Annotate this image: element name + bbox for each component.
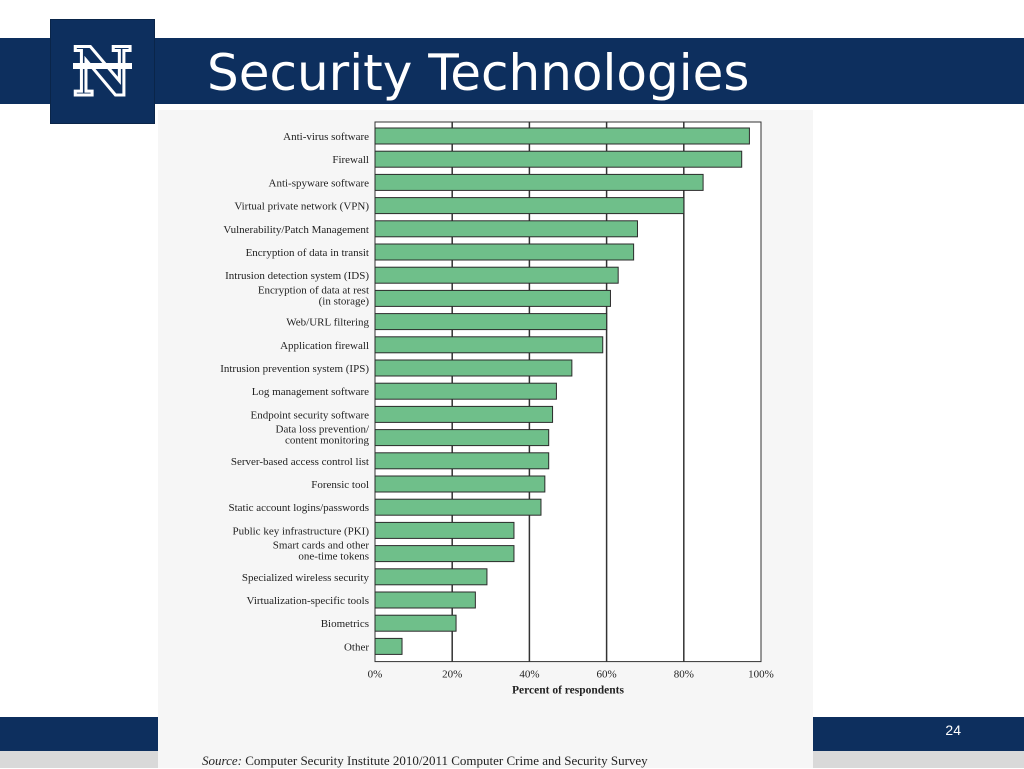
category-label: Application firewall — [280, 340, 369, 352]
bar — [374, 637, 403, 655]
page-number: 24 — [945, 722, 961, 738]
category-label: Encryption of data in transit — [246, 247, 369, 259]
category-label: Other — [344, 641, 369, 653]
category-label: Biometrics — [321, 618, 369, 630]
category-label: Endpoint security software — [250, 409, 369, 421]
category-label: Specialized wireless security — [242, 572, 370, 584]
category-label: Server-based access control list — [231, 456, 369, 468]
category-label: Smart cards and other one-time tokens — [273, 540, 370, 563]
bar — [374, 359, 573, 377]
bar — [374, 220, 638, 238]
bar-chart: 0% 20% 40% 60% 80% 100% Anti-virus software Fir… — [220, 121, 774, 697]
title-band — [0, 38, 1024, 104]
bar — [374, 614, 457, 632]
category-label: Static account logins/passwords — [228, 502, 369, 514]
bar — [374, 545, 515, 563]
category-label: Data loss prevention/content monitoring — [276, 424, 370, 447]
bar — [374, 475, 546, 493]
bar — [374, 243, 635, 261]
category-label: Virtualization-specific tools — [247, 595, 369, 607]
x-tick-label: 20% — [442, 669, 462, 681]
bar — [374, 313, 608, 331]
x-tick-label: 100% — [748, 669, 774, 681]
category-label: Vulnerability/Patch Management — [223, 224, 369, 236]
x-tick-label: 60% — [597, 669, 617, 681]
bar — [374, 382, 557, 400]
source-label: Source: — [202, 753, 242, 768]
chart-figure: 0% 20% 40% 60% 80% 100% Anti-virus software Fir… — [158, 110, 813, 768]
bar — [374, 591, 476, 609]
bar — [374, 429, 550, 447]
x-tick-label: 40% — [519, 669, 539, 681]
bar — [374, 127, 750, 145]
bar — [374, 568, 488, 586]
source-caption: Source: Computer Security Institute 2010… — [202, 753, 648, 769]
category-label: Web/URL filtering — [286, 317, 369, 329]
bar — [374, 150, 743, 168]
bar — [374, 405, 554, 423]
x-tick-label: 80% — [674, 669, 694, 681]
university-logo: N — [51, 20, 154, 123]
category-label: Intrusion prevention system (IPS) — [220, 363, 369, 375]
category-label: Forensic tool — [311, 479, 369, 491]
x-axis-label: Percent of respondents — [512, 685, 625, 697]
category-label: Firewall — [332, 154, 369, 166]
bar — [374, 266, 619, 284]
bar — [374, 521, 515, 539]
category-label: Anti-spyware software — [269, 177, 370, 189]
slide-title: Security Technologies — [207, 44, 750, 102]
bar — [374, 289, 611, 307]
category-label: Encryption of data at rest (in storage) — [258, 284, 370, 307]
category-label: Intrusion detection system (IDS) — [225, 270, 369, 282]
x-tick-label: 0% — [368, 669, 383, 681]
bar — [374, 452, 550, 470]
category-label: Anti-virus software — [283, 131, 369, 143]
svg-text:N: N — [72, 33, 132, 111]
category-label: Public key infrastructure (PKI) — [232, 525, 369, 537]
source-text: Computer Security Institute 2010/2011 Co… — [245, 753, 648, 768]
bar — [374, 498, 542, 516]
category-label: Log management software — [252, 386, 369, 398]
bar — [374, 336, 604, 354]
category-label: Virtual private network (VPN) — [234, 201, 369, 213]
bar — [374, 197, 685, 215]
bar — [374, 173, 704, 191]
